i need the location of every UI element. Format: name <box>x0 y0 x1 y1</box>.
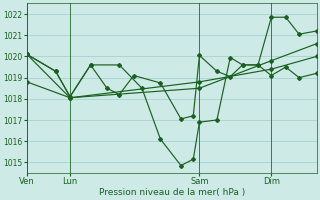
X-axis label: Pression niveau de la mer( hPa ): Pression niveau de la mer( hPa ) <box>99 188 245 197</box>
